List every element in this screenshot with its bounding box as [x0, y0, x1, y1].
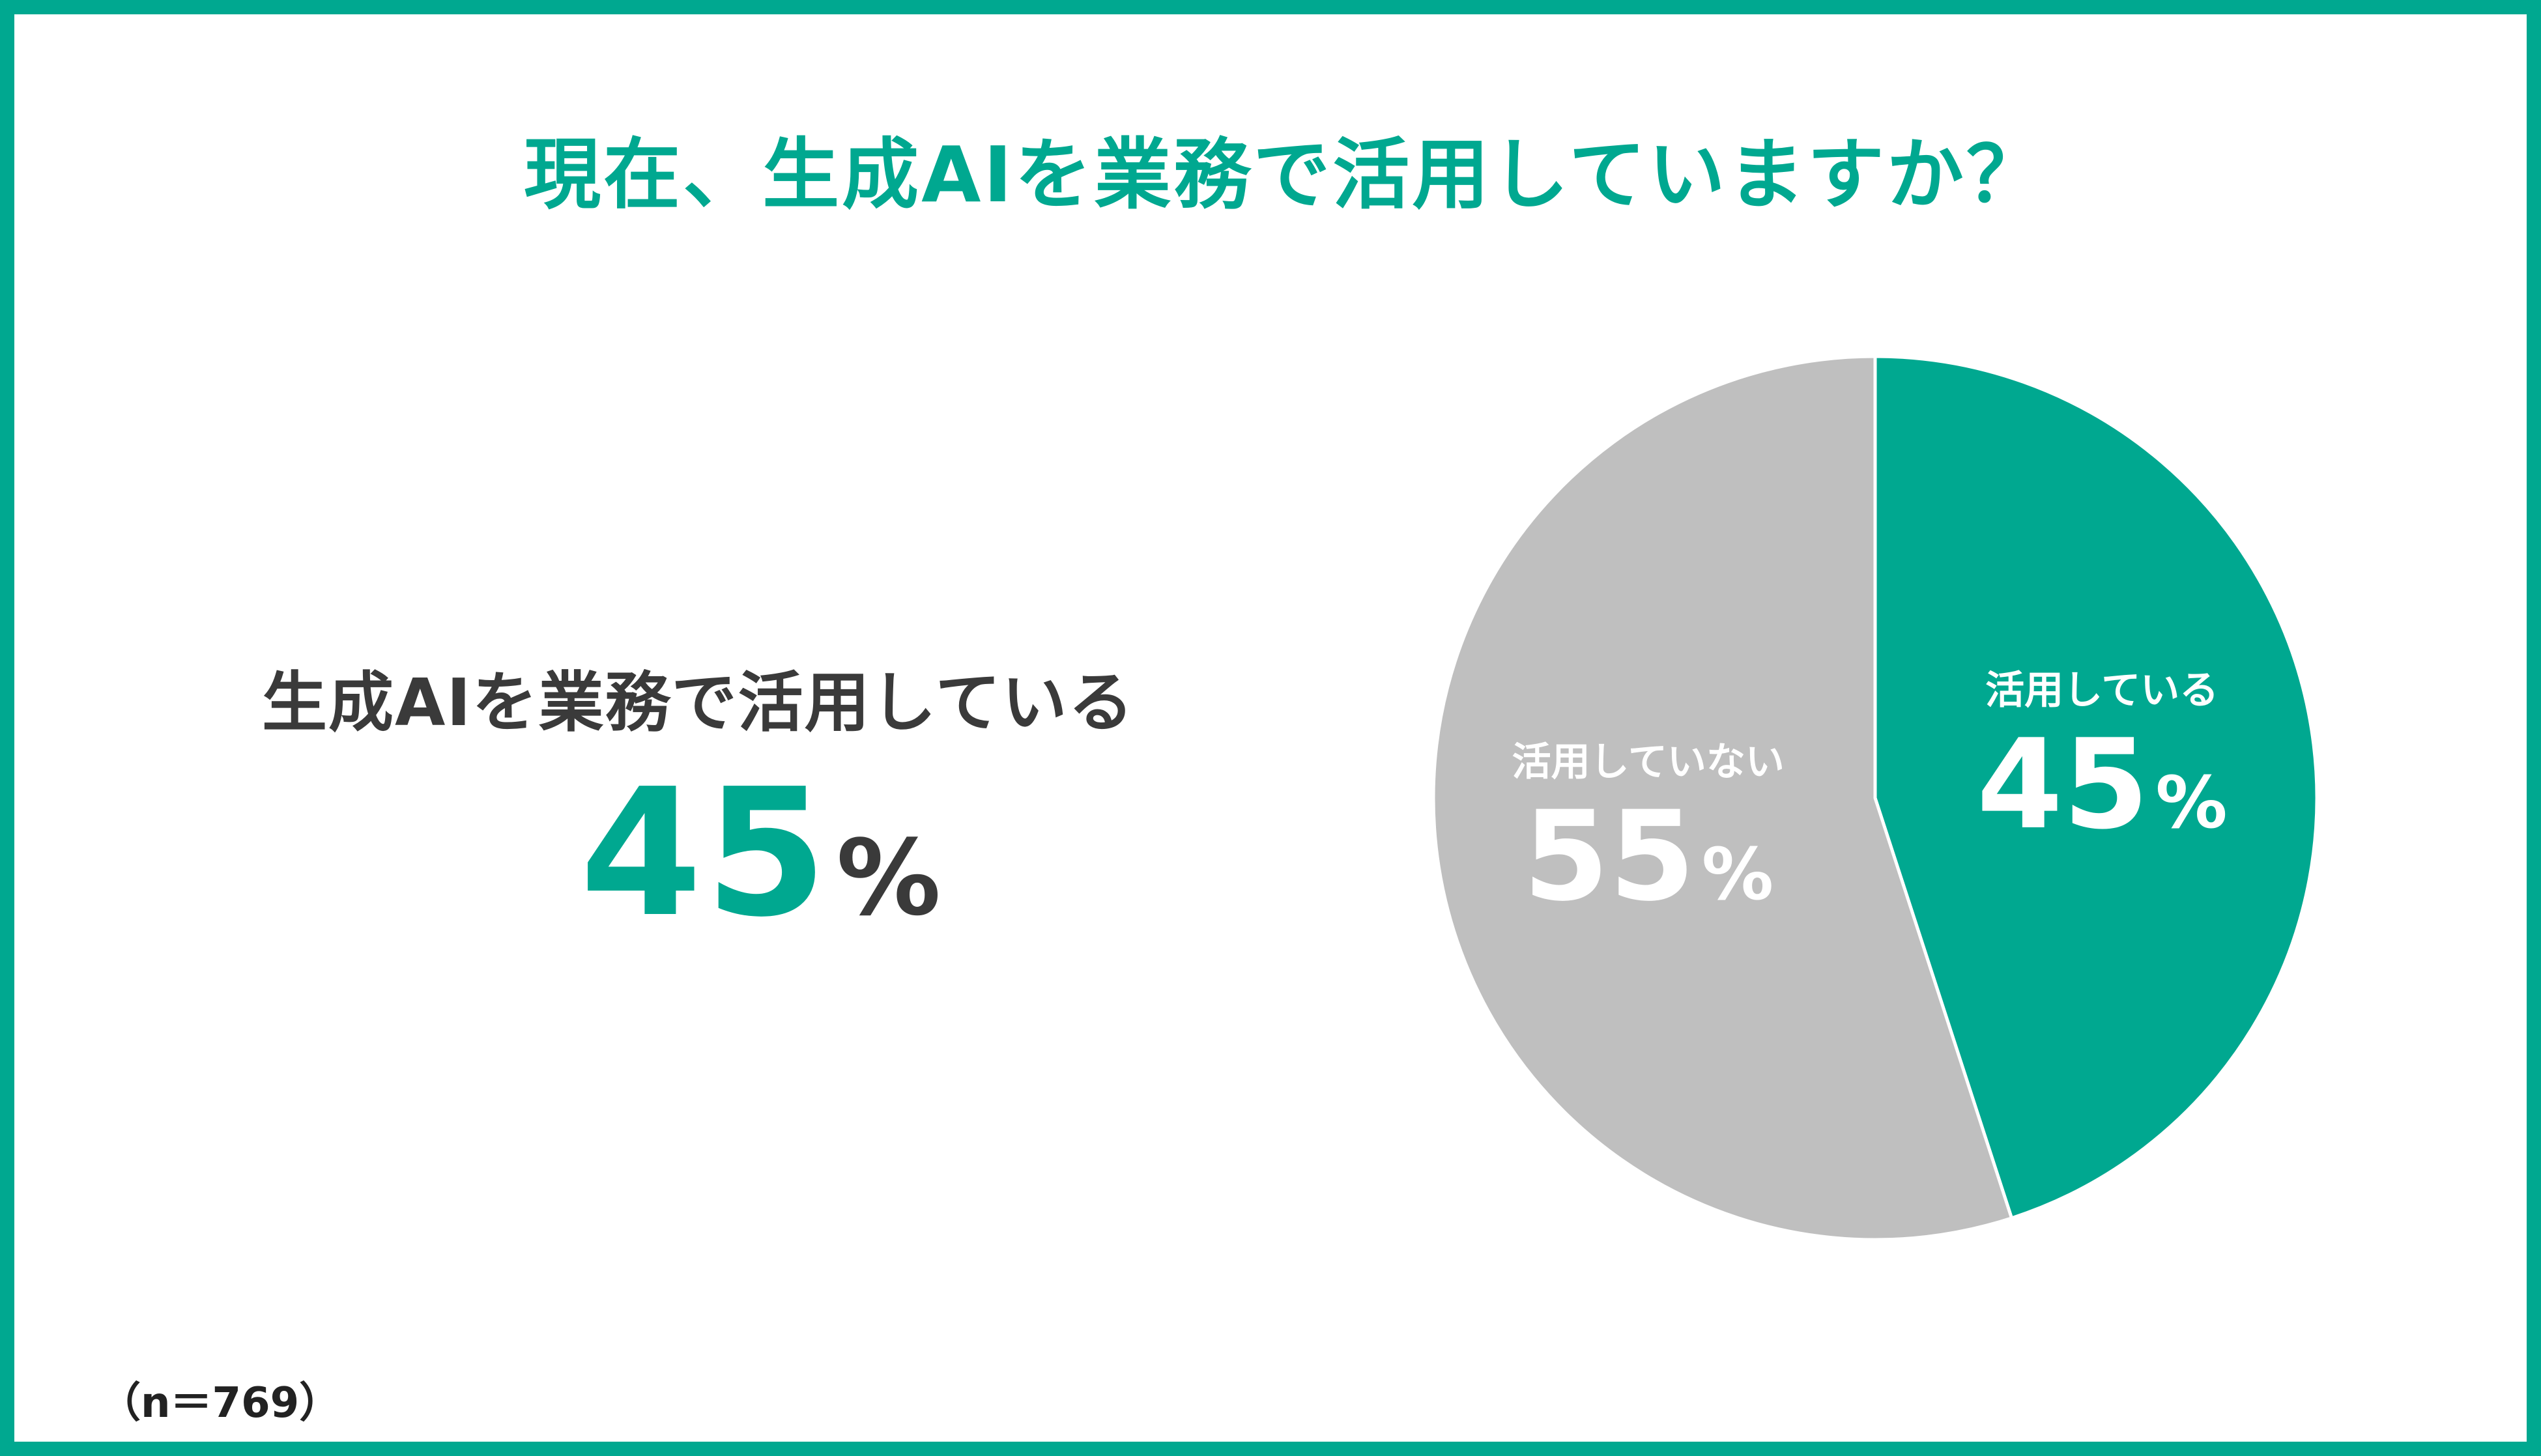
- pie-slice-value-1: 45%: [1977, 713, 2228, 857]
- pie-slice-1: [1873, 354, 2319, 1220]
- highlight-unit: %: [836, 817, 941, 939]
- chart-title: 現在、生成AIを業務で活用していますか？: [524, 130, 2046, 220]
- pie-slice-label-1: 活用している: [1985, 668, 2218, 713]
- highlight-number: 45: [580, 750, 830, 956]
- pie-slice-2: [1431, 354, 2014, 1242]
- pie-slice-value-2: 55%: [1523, 784, 1773, 928]
- sample-size: （n＝769）: [99, 1379, 341, 1427]
- pie-slice-label-2: 活用していない: [1512, 739, 1785, 785]
- highlight-label: 生成AIを業務で活用している: [262, 664, 1135, 741]
- highlight-value: 45%: [580, 750, 941, 956]
